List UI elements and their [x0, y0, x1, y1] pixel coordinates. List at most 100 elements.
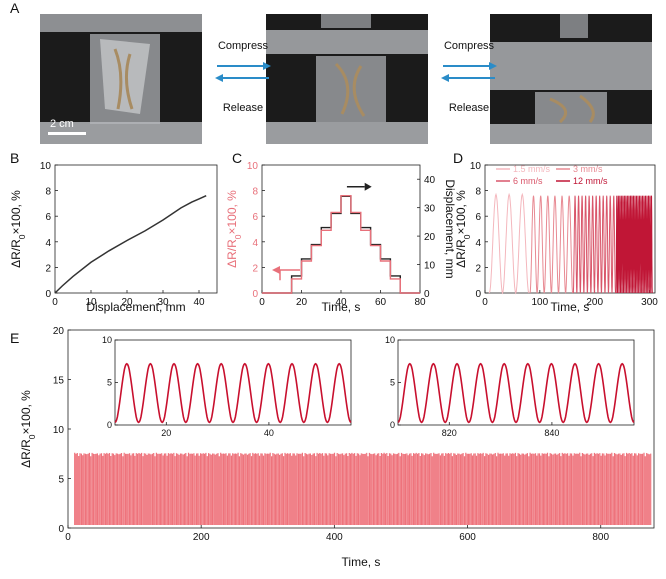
right-axis-arrowhead-c: [364, 182, 372, 191]
series-line-d-1: [529, 195, 574, 294]
legend-label-d: 1.5 mm/s: [513, 164, 551, 174]
inset-y-tick-label: 10: [385, 335, 395, 345]
inset-y-tick-label: 0: [107, 420, 112, 430]
y-tick-label-E: 5: [58, 475, 64, 486]
panel-label-e: E: [10, 330, 20, 346]
x-axis-label-d: Time, s: [551, 300, 590, 314]
compress-label-1: Compress: [217, 40, 269, 52]
plot-frame-D: [484, 164, 656, 294]
panel-label-d: D: [453, 150, 464, 166]
y-right-tick-label-c: 10: [424, 261, 436, 272]
series-line-d-2: [572, 195, 616, 294]
inset-frame-0: [114, 339, 352, 426]
x-tick-label-E: 400: [326, 532, 343, 543]
x-tick-label-C: 80: [414, 297, 426, 308]
release-label-2: Release: [448, 102, 490, 114]
y-tick-label-E: 10: [53, 425, 65, 436]
x-tick-label-E: 800: [592, 532, 609, 543]
photo-uncompressed: 2 cm: [40, 14, 202, 144]
series-line-b: [54, 195, 207, 294]
inset-series-line-0: [114, 362, 352, 424]
x-tick-label-D: 300: [641, 297, 658, 308]
x-tick-label-E: 600: [459, 532, 476, 543]
x-tick-label-B: 0: [52, 297, 58, 308]
y-tick-label-E: 0: [58, 524, 64, 535]
y-tick-label-D: 8: [475, 187, 481, 198]
y-right-tick-label-c: 20: [424, 232, 436, 243]
x-tick-label-B: 10: [85, 297, 97, 308]
x-tick-label-B: 20: [121, 297, 133, 308]
y-tick-label-D: 0: [475, 289, 481, 300]
panel-label-b: B: [10, 150, 20, 166]
release-label-1: Release: [222, 102, 264, 114]
plot-frame-B: [54, 164, 218, 294]
double-arrow-icon: [215, 62, 271, 82]
legend-label-d: 6 mm/s: [513, 176, 543, 186]
y-axis-label-c: ΔR/R0×100, %: [225, 190, 243, 268]
x-axis-label-c: Time, s: [322, 300, 361, 314]
y-tick-label-D: 4: [475, 238, 481, 249]
y-tick-label-C: 10: [247, 161, 259, 172]
y-tick-label-D: 2: [475, 263, 481, 274]
y-tick-label-B: 10: [40, 161, 52, 172]
x-tick-label-B: 40: [193, 297, 205, 308]
series-line-c-resistance: [262, 194, 420, 294]
y-tick-label-B: 0: [45, 289, 51, 300]
y-tick-label-C: 6: [252, 212, 258, 223]
x-tick-label-D: 0: [482, 297, 488, 308]
left-axis-arrowhead-c: [272, 265, 280, 274]
x-axis-label-b: Displacement, mm: [86, 300, 185, 314]
transition-1: Compress Release: [203, 40, 283, 120]
inset-series-line-1: [397, 362, 635, 424]
photo-fully-compressed: [490, 14, 652, 144]
inset-x-tick-label: 20: [161, 428, 171, 438]
inset-x-tick-label: 40: [264, 428, 274, 438]
y-axis-label-d: ΔR/R0×100, %: [454, 190, 472, 268]
y-axis-label-b: ΔR/R0×100, %: [9, 190, 27, 268]
transition-2: Compress Release: [429, 40, 509, 120]
y-tick-label-B: 4: [45, 238, 51, 249]
y-right-axis-label-c: Displacement, mm: [443, 179, 457, 278]
legend-label-d: 3 mm/s: [573, 164, 603, 174]
y-tick-label-C: 2: [252, 263, 258, 274]
inset-y-tick-label: 5: [390, 378, 395, 388]
legend-label-d: 12 mm/s: [573, 176, 608, 186]
inset-x-tick-label: 820: [442, 428, 457, 438]
y-right-tick-label-c: 30: [424, 204, 436, 215]
y-axis-label-e: ΔR/R0×100, %: [19, 390, 37, 468]
y-right-tick-label-c: 40: [424, 175, 436, 186]
inset-y-tick-label: 0: [390, 420, 395, 430]
compress-label-2: Compress: [443, 40, 495, 52]
x-tick-label-C: 40: [335, 297, 347, 308]
double-arrow-icon: [441, 62, 497, 82]
y-tick-label-B: 2: [45, 263, 51, 274]
series-line-d-0: [488, 192, 530, 295]
y-right-tick-label-c: 0: [424, 289, 430, 300]
inset-frame-1: [397, 339, 635, 426]
series-band-e: [74, 452, 652, 525]
y-tick-label-D: 6: [475, 212, 481, 223]
y-tick-label-C: 4: [252, 238, 258, 249]
inset-y-tick-label: 10: [102, 335, 112, 345]
inset-y-tick-label: 5: [107, 378, 112, 388]
y-tick-label-C: 0: [252, 289, 258, 300]
x-tick-label-C: 20: [296, 297, 308, 308]
y-tick-label-E: 20: [53, 326, 65, 337]
y-tick-label-E: 15: [53, 376, 65, 387]
photo-half-compressed: [266, 14, 428, 144]
plot-frame-C: [261, 164, 421, 294]
x-tick-label-B: 30: [157, 297, 169, 308]
series-line-d-3: [615, 195, 653, 294]
y-tick-label-B: 6: [45, 212, 51, 223]
y-tick-label-C: 8: [252, 187, 258, 198]
x-tick-label-E: 0: [65, 532, 71, 543]
x-tick-label-C: 60: [375, 297, 387, 308]
scale-bar-label: 2 cm: [50, 118, 74, 130]
y-tick-label-B: 8: [45, 187, 51, 198]
inset-x-tick-label: 840: [544, 428, 559, 438]
x-tick-label-C: 0: [259, 297, 265, 308]
panel-label-c: C: [232, 150, 243, 166]
y-tick-label-D: 10: [470, 161, 482, 172]
panel-label-a: A: [10, 0, 20, 16]
